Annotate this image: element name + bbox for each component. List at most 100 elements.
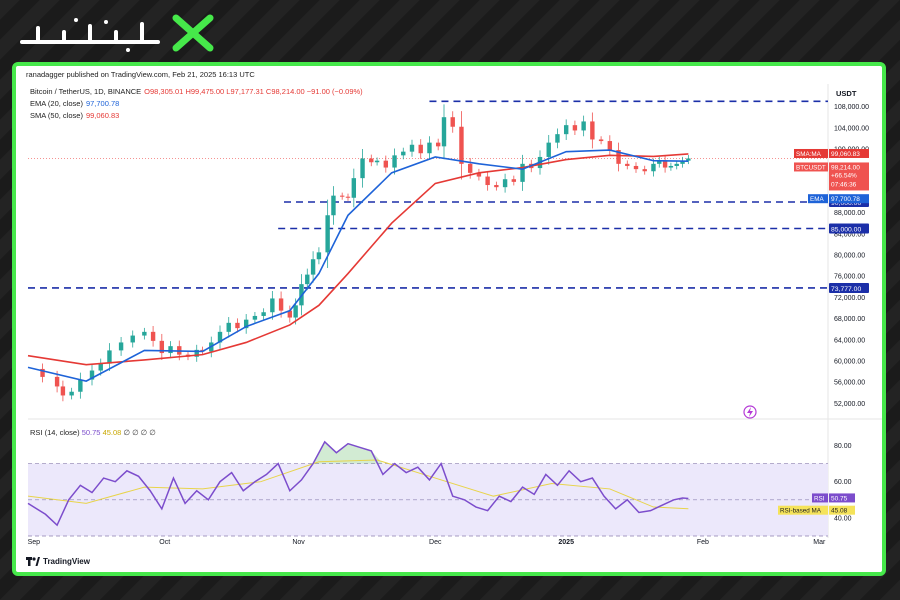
candle-body [118,342,124,351]
candle-body [217,331,223,343]
candle-body [427,142,432,154]
candle-body [60,386,66,396]
candle-body [485,176,490,186]
tradingview-label: TradingView [43,557,90,566]
candle-body [383,160,389,168]
candle-body [261,312,266,316]
candle-body [555,134,560,143]
candle-body [89,370,95,380]
x-tick-label: Sep [28,539,41,546]
x-tick-label: Dec [429,539,442,546]
candle-body [168,346,173,354]
candle-body [662,160,668,168]
candle-body [142,331,147,336]
rsi-ma-value-label: 45.08 [831,508,848,515]
candle-body [511,179,517,182]
y-tick-label: 80,000.00 [834,253,865,260]
candle-body [502,179,508,188]
ema-name-label: EMA [810,196,824,203]
y-tick-label: 64,000.00 [834,337,865,344]
candle-body [441,117,447,147]
rsi-value: 50.75 [81,428,101,437]
candle-body [409,144,415,152]
rsi-ma-name-label: RSI-based MA [780,508,822,515]
rsi-ma-line [27,459,689,510]
candle-body [450,117,455,127]
candle-body [563,125,569,135]
sma-line [27,153,689,366]
candle-body [293,305,298,318]
candle-body [401,151,406,156]
rsi-value-label: 50.75 [831,495,848,502]
x-tick-label: Nov [292,539,305,546]
candle-body [98,363,103,371]
symbol-tag-label: BTCUSDT [796,164,826,171]
change-label: +66.54% [831,172,857,179]
y-tick-label: 52,000.00 [834,401,865,408]
candle-body [680,160,685,164]
candle-body [159,340,165,354]
candle-body [150,331,156,341]
brand-wordmark [20,18,160,52]
candle-body [270,298,275,313]
candle-body [339,195,345,197]
candle-body [435,142,441,147]
rsi-tick-label: 60.00 [834,479,852,486]
y-tick-label: 56,000.00 [834,380,865,387]
countdown-label: 07:46:36 [831,181,857,188]
candle-body [54,376,60,387]
ema-value: 97,700.78 [85,99,120,108]
y-tick-label: 88,000.00 [834,210,865,217]
candle-body [374,160,380,163]
ema-value-label: 97,700.78 [831,196,860,203]
candle-body [235,322,240,329]
ema-name-tag [808,194,828,204]
sma-name-label: SMA:MA [796,151,822,158]
candle-body [345,196,351,198]
candle-body [590,121,595,140]
level-price-label: 85,000.00 [831,227,861,234]
candle-body [40,368,45,377]
candle-body [252,315,258,320]
symbol-tag [794,162,828,172]
candle-body [305,274,310,285]
ema-value-tag [829,194,869,204]
chart-panel: USDT 52,000.00 56,000.00 60,000.00 64,000.00… [12,62,886,576]
sma-value: 99,060.83 [85,111,120,120]
symbol-label: Bitcoin / TetherUS, 1D, BINANCE [30,87,142,96]
x-tick-label: Oct [159,539,170,546]
tradingview-logo[interactable]: TradingView [26,557,90,566]
candle-body [651,163,656,172]
rsi-ma-value: 45.08 [102,428,122,437]
price-tag [829,162,869,191]
sma-value-tag [829,148,869,158]
x-tick-label: 2025 [558,539,574,546]
candle-body [642,169,647,172]
rsi-ma-value-tag [829,505,855,515]
lightning-icon [743,405,757,419]
chart-canvas: USDT 52,000.00 56,000.00 60,000.00 64,000.00… [27,84,882,546]
level-price-label: 73,777.00 [831,286,861,293]
ema-line [27,149,689,382]
candle-body [78,379,83,392]
candle-body [494,185,499,188]
y-tick-label: 108,000.00 [834,104,869,111]
candle-body [331,195,336,216]
price-label: 98,214.00 [831,164,860,171]
candle-body [69,391,74,396]
candle-body [243,319,249,329]
candle-body [287,310,293,318]
candle-body [476,172,482,177]
candle-body [325,215,330,253]
attribution-text: ranadagger published on TradingView.com,… [26,70,255,79]
rsi-tick-label: 40.00 [834,515,852,522]
brand-logo [20,14,214,52]
y-tick-label: 104,000.00 [834,125,869,132]
sma-name-tag [794,148,828,158]
currency-label: USDT [836,89,857,98]
candle-body [418,144,423,154]
candle-body [657,160,662,164]
candle-body [668,165,674,168]
candle-body [581,121,586,131]
candle-body [625,163,630,166]
